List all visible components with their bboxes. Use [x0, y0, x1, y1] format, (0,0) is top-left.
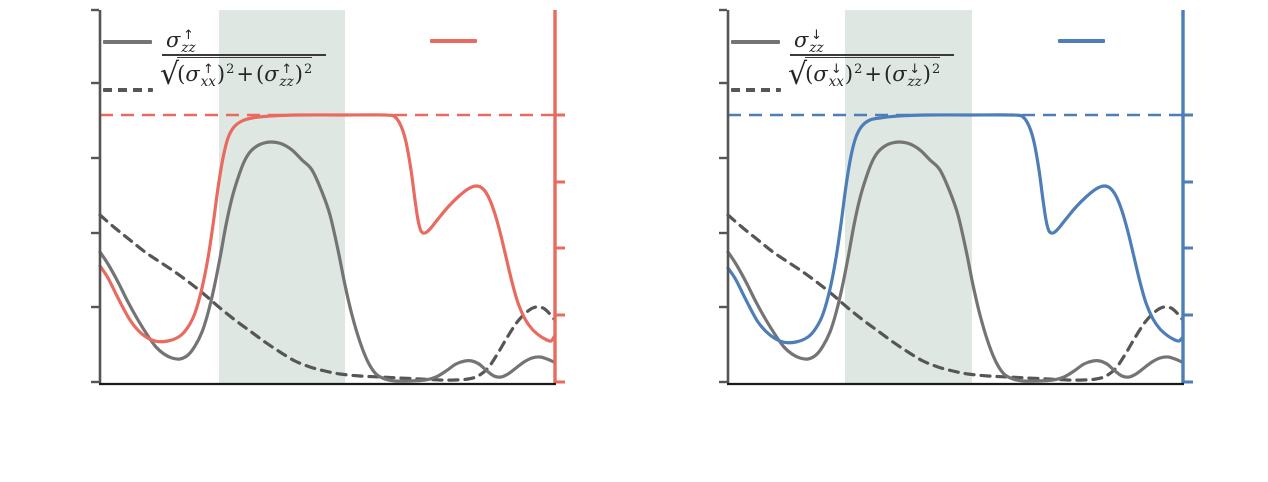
sigma-symbol: σ: [813, 62, 828, 87]
paren: ): [922, 62, 931, 87]
subscript: zz: [181, 39, 196, 56]
formula-numerator: σ ↓ zz: [786, 18, 954, 54]
spin-up-arrow-icon: ↑: [183, 27, 194, 43]
sigma-symbol: σ: [185, 62, 200, 87]
legend-dashed-gray-line: [103, 88, 153, 92]
paren: ): [216, 62, 226, 87]
legend-dashed-gray-line: [731, 88, 781, 92]
formula-denominator: √(σ ↑ xx) 2 +(σ ↑ zz) 2: [160, 56, 313, 93]
legend-formula: σ ↑ zz √(σ ↑ xx) 2 +(σ ↑ zz) 2: [158, 18, 326, 93]
legend-solid-gray-line: [103, 40, 152, 44]
plus-sign: +: [864, 62, 882, 87]
spin-up-arrow-icon: ↑: [202, 61, 214, 77]
gray-solid-curve: [726, 140, 1184, 383]
curves-svg-up: [91, 8, 565, 386]
formula-denominator: √(σ ↓ xx) 2 +(σ ↓ zz) 2: [788, 56, 941, 93]
sigma-symbol: σ: [264, 62, 279, 87]
sigma-symbol: σ: [166, 28, 181, 52]
exponent: 2: [226, 62, 235, 78]
panel-spin-up: σ ↑ zz √(σ ↑ xx) 2 +(σ ↑ zz) 2: [91, 8, 565, 386]
spin-down-arrow-icon: ↓: [830, 61, 842, 77]
subscript: xx: [200, 73, 216, 90]
paren: (: [177, 62, 186, 87]
panel-spin-down: σ ↓ zz √(σ ↓ xx) 2 +(σ ↓ zz) 2: [719, 8, 1193, 386]
sqrt-symbol: √: [160, 57, 180, 93]
fraction-bar: [162, 54, 326, 56]
paren: ): [844, 62, 854, 87]
paren: ): [294, 62, 303, 87]
subscript: xx: [828, 73, 844, 90]
sqrt-symbol: √: [788, 57, 808, 93]
spin-down-arrow-icon: ↓: [909, 61, 921, 77]
accent-curve: [726, 113, 1184, 345]
legend-solid-gray-line: [731, 40, 780, 44]
plus-sign: +: [236, 62, 254, 87]
legend-formula: σ ↓ zz √(σ ↓ xx) 2 +(σ ↓ zz) 2: [786, 18, 954, 93]
paren: (: [256, 62, 265, 87]
fraction-bar: [790, 54, 954, 56]
paren: (: [805, 62, 814, 87]
paren: (: [884, 62, 893, 87]
spin-down-arrow-icon: ↓: [811, 27, 822, 43]
legend-accent-line: [430, 39, 477, 43]
accent-curve: [98, 113, 556, 344]
gray-dashed-curve: [98, 213, 556, 382]
curves-svg-down: [719, 8, 1193, 386]
subscript: zz: [809, 39, 824, 56]
sigma-symbol: σ: [794, 28, 809, 52]
subscript: zz: [279, 73, 294, 90]
gray-dashed-curve: [726, 213, 1184, 382]
exponent: 2: [303, 62, 313, 78]
gray-solid-curve: [98, 140, 556, 383]
formula-numerator: σ ↑ zz: [158, 18, 326, 54]
spin-up-arrow-icon: ↑: [281, 61, 293, 77]
exponent: 2: [931, 62, 941, 78]
subscript: zz: [907, 73, 922, 90]
sigma-symbol: σ: [892, 62, 907, 87]
legend-accent-line: [1058, 39, 1105, 43]
exponent: 2: [854, 62, 863, 78]
